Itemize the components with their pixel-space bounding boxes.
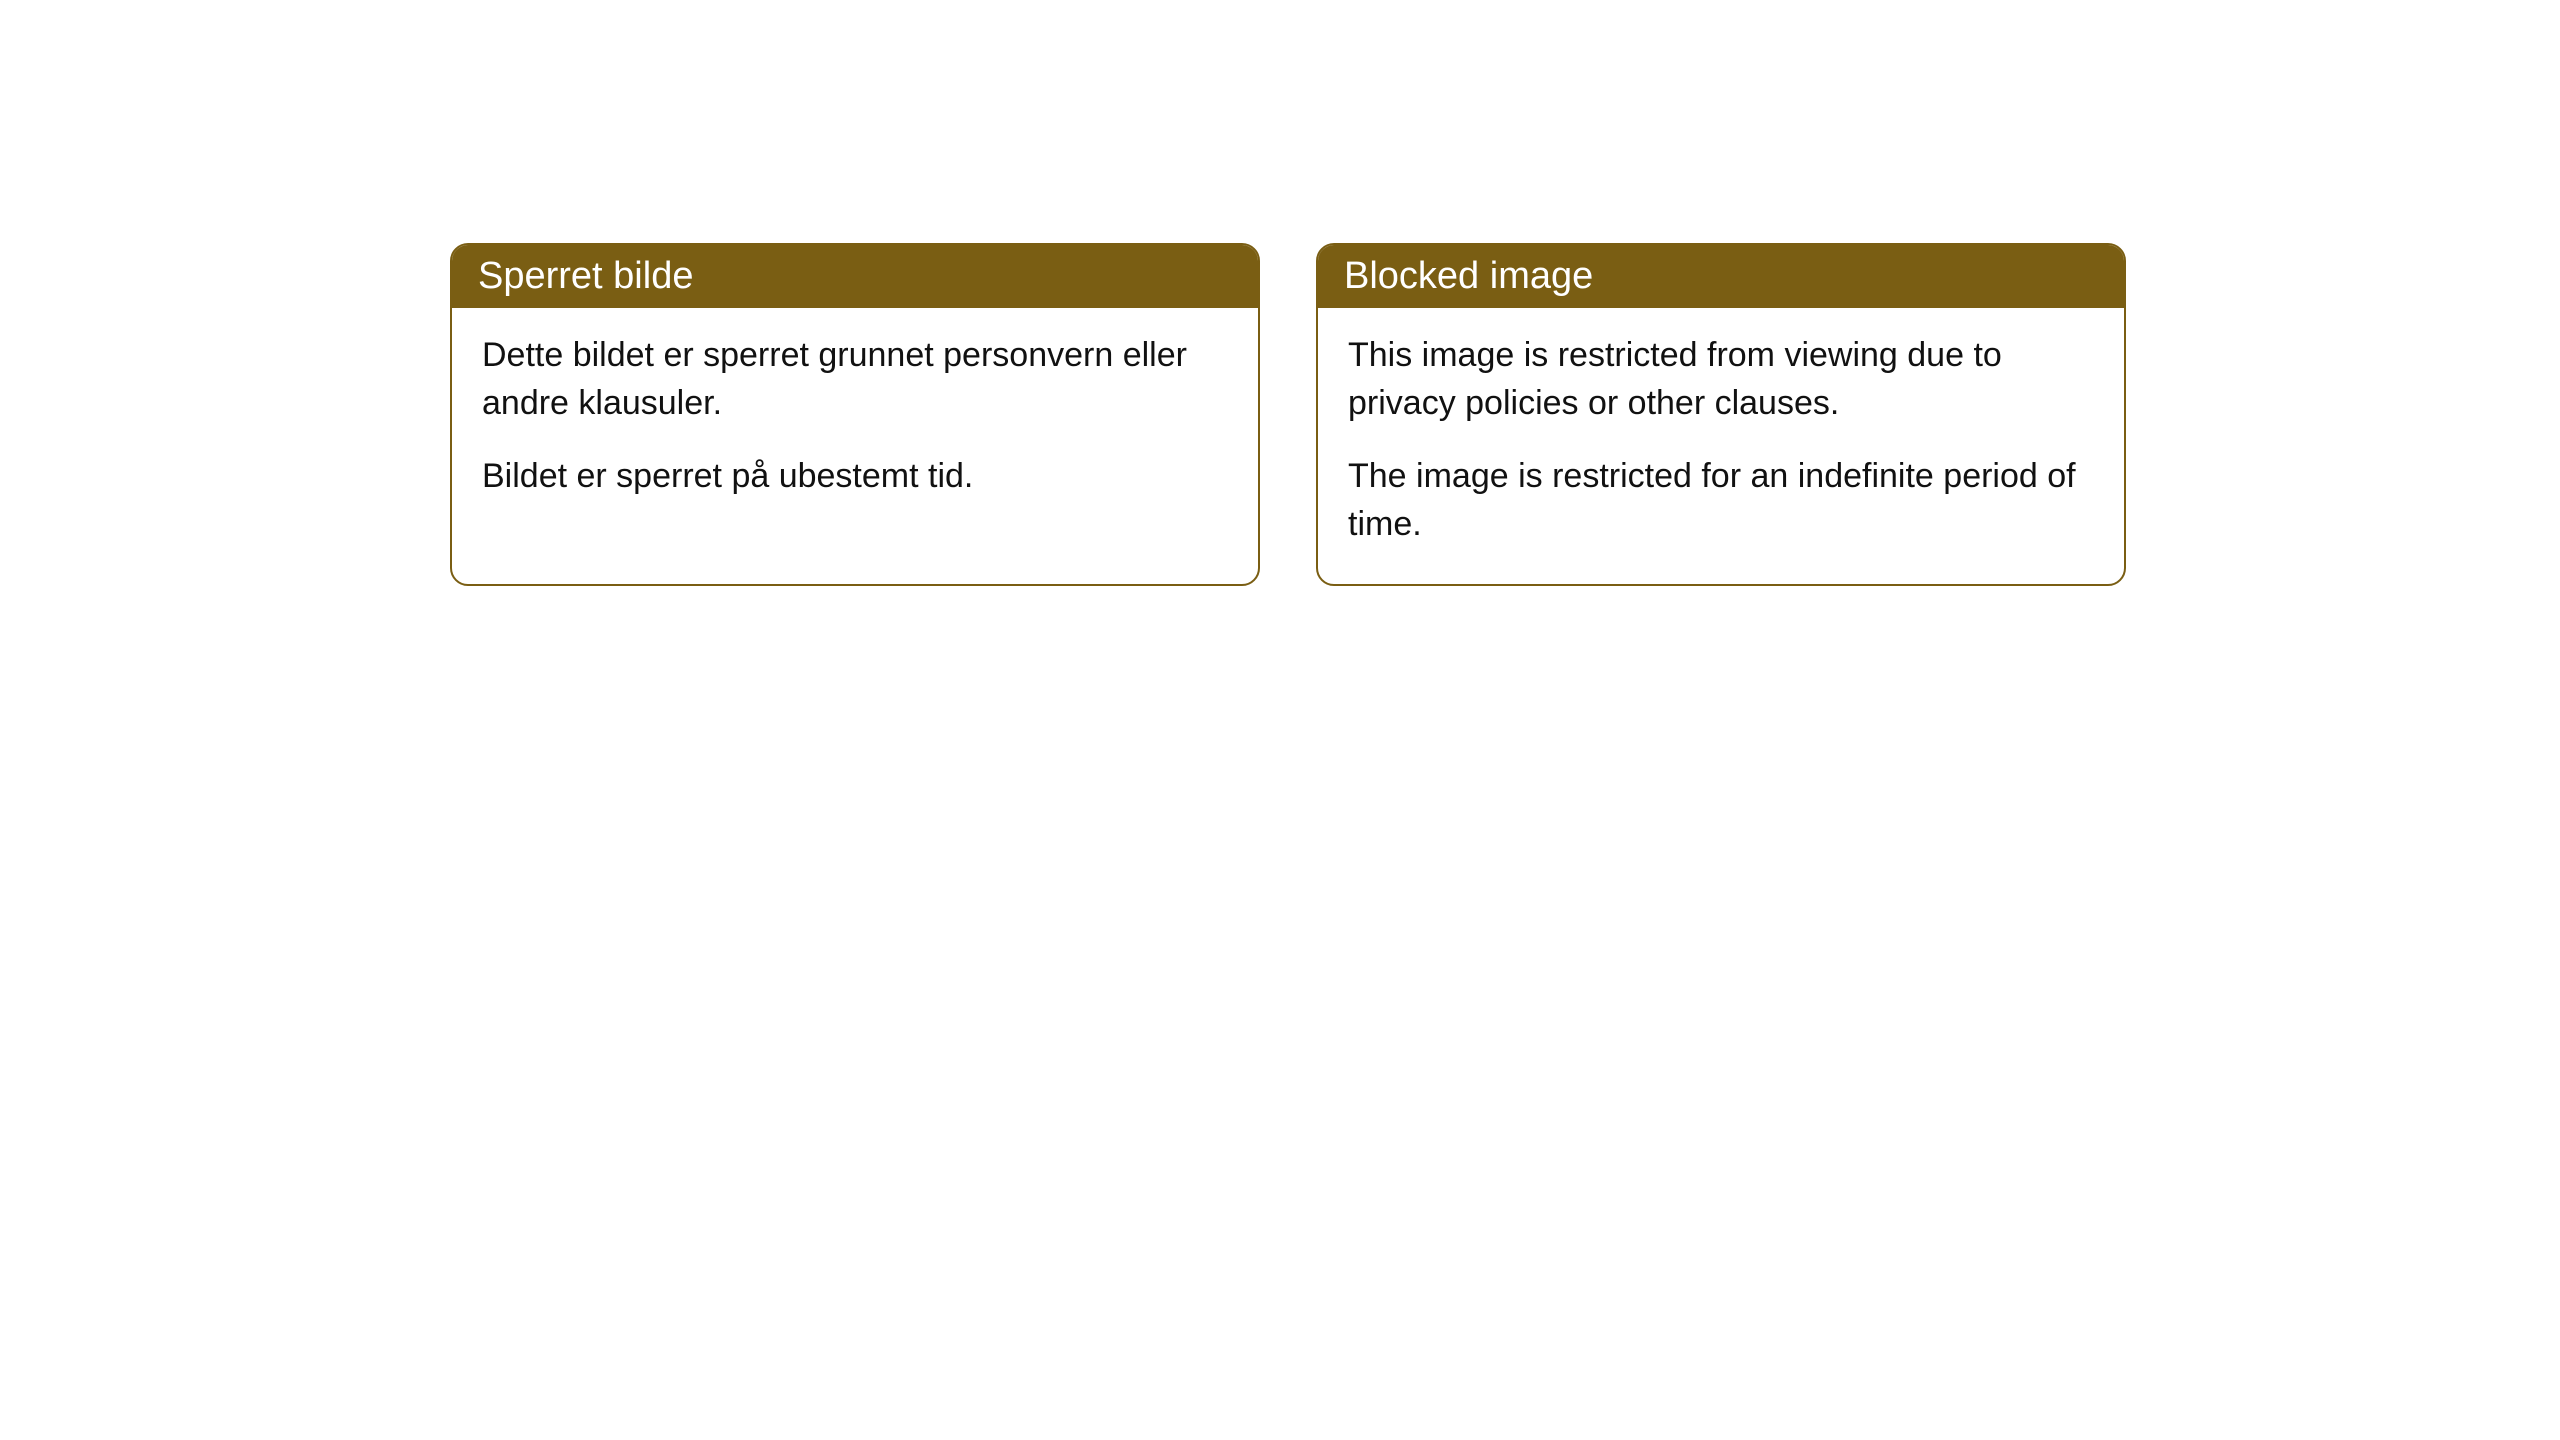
- card-title-no: Sperret bilde: [478, 255, 693, 297]
- card-title-en: Blocked image: [1344, 255, 1593, 297]
- card-header-en: Blocked image: [1318, 245, 2124, 308]
- cards-container: Sperret bilde Dette bildet er sperret gr…: [450, 243, 2126, 586]
- card-body-en: This image is restricted from viewing du…: [1318, 308, 2124, 584]
- card-paragraph-2-no: Bildet er sperret på ubestemt tid.: [482, 453, 1228, 501]
- card-paragraph-1-no: Dette bildet er sperret grunnet personve…: [482, 332, 1228, 427]
- blocked-image-card-en: Blocked image This image is restricted f…: [1316, 243, 2126, 586]
- card-header-no: Sperret bilde: [452, 245, 1258, 308]
- card-paragraph-1-en: This image is restricted from viewing du…: [1348, 332, 2094, 427]
- card-body-no: Dette bildet er sperret grunnet personve…: [452, 308, 1258, 537]
- blocked-image-card-no: Sperret bilde Dette bildet er sperret gr…: [450, 243, 1260, 586]
- card-paragraph-2-en: The image is restricted for an indefinit…: [1348, 453, 2094, 548]
